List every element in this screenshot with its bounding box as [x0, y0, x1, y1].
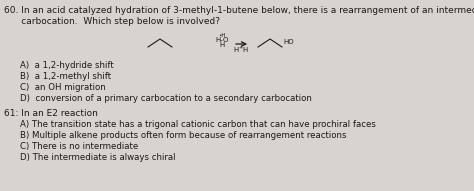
Text: B)  a 1,2-methyl shift: B) a 1,2-methyl shift — [20, 72, 111, 81]
Text: C) There is no intermediate: C) There is no intermediate — [20, 142, 138, 151]
Text: H: H — [219, 42, 225, 48]
Text: C)  an OH migration: C) an OH migration — [20, 83, 106, 92]
Text: D) The intermediate is always chiral: D) The intermediate is always chiral — [20, 153, 175, 162]
Text: 61: In an E2 reaction: 61: In an E2 reaction — [4, 109, 98, 118]
Text: D)  conversion of a primary carbocation to a secondary carbocation: D) conversion of a primary carbocation t… — [20, 94, 312, 103]
Text: carbocation.  Which step below is involved?: carbocation. Which step below is involve… — [4, 17, 220, 26]
Text: H$^{\mathregular{+}}$H: H$^{\mathregular{+}}$H — [233, 45, 249, 55]
Text: A) The transition state has a trigonal cationic carbon that can have prochiral f: A) The transition state has a trigonal c… — [20, 120, 376, 129]
Text: HO: HO — [283, 39, 293, 45]
Text: H-O: H-O — [215, 37, 228, 43]
Text: 60. In an acid catalyzed hydration of 3-methyl-1-butene below, there is a rearra: 60. In an acid catalyzed hydration of 3-… — [4, 6, 474, 15]
Text: A)  a 1,2-hydride shift: A) a 1,2-hydride shift — [20, 61, 114, 70]
Text: B) Multiple alkene products often form because of rearrangement reactions: B) Multiple alkene products often form b… — [20, 131, 346, 140]
Text: •H: •H — [218, 33, 226, 38]
